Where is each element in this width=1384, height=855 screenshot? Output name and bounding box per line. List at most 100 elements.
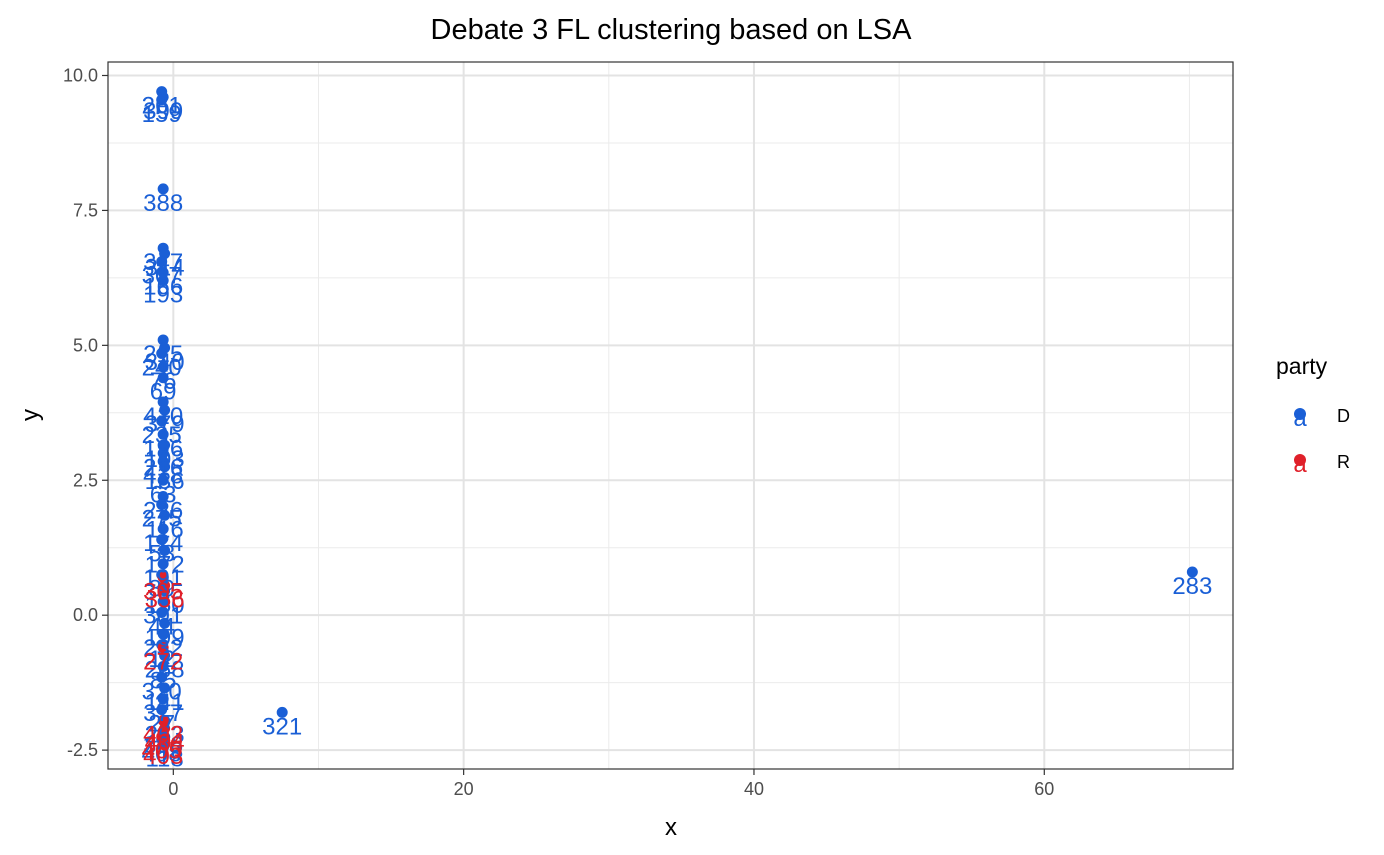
data-point-d — [156, 415, 168, 427]
y-axis: -2.5 0.0 2.5 5.0 7.5 10.0 — [63, 65, 108, 760]
y-tick-label: 5.0 — [73, 335, 98, 355]
point-label-d: 321 — [262, 713, 302, 740]
point-label-r: 404 — [145, 730, 185, 757]
point-label-d: 69 — [150, 379, 177, 406]
point-label-d: 12 — [148, 646, 175, 673]
data-point-d — [157, 447, 169, 459]
data-point-d — [157, 372, 169, 384]
point-label-r: 356 — [145, 587, 185, 614]
point-label-d: 118 — [145, 746, 183, 773]
data-point-d — [157, 275, 169, 287]
point-label-d: 379 — [145, 411, 185, 438]
data-point-d — [157, 523, 169, 535]
data-point-r — [157, 714, 169, 726]
data-point-d — [157, 361, 169, 373]
data-point-d — [156, 94, 168, 106]
legend-title: party — [1276, 353, 1328, 379]
data-point-d — [159, 461, 171, 473]
x-tick-label: 60 — [1034, 779, 1054, 799]
data-point-d — [156, 534, 168, 546]
data-point-d — [276, 706, 288, 718]
x-axis: 0 20 40 60 — [168, 769, 1054, 799]
point-label-d: 268 — [145, 657, 185, 684]
point-label-d: 89 — [148, 576, 175, 603]
data-point-d — [159, 404, 171, 416]
data-point-d — [159, 509, 171, 521]
data-point-d — [1186, 566, 1198, 578]
data-point-d — [156, 671, 168, 683]
legend-key-r-glyph: a — [1293, 451, 1307, 478]
point-label-d: 150 — [145, 592, 185, 619]
point-label-d: 124 — [143, 530, 183, 557]
data-point-r — [159, 580, 171, 592]
point-label-d: 340 — [145, 349, 185, 376]
point-label-d: 191 — [143, 565, 183, 592]
point-label-d: 275 — [142, 506, 182, 533]
legend-entry-d: a D — [1293, 405, 1350, 432]
point-label-d: 103 — [145, 446, 185, 473]
data-point-d — [157, 660, 169, 672]
data-point-d — [159, 544, 171, 556]
point-label-d: 320 — [142, 678, 182, 705]
point-label-d: 253 — [145, 721, 185, 748]
data-point-d — [159, 682, 171, 694]
data-point-d — [156, 499, 168, 511]
y-tick-label: 2.5 — [73, 470, 98, 490]
y-tick-label: 7.5 — [73, 200, 98, 220]
chart-title: Debate 3 FL clustering based on LSA — [431, 14, 913, 46]
point-label-d: 226 — [143, 497, 183, 524]
data-point-d — [157, 474, 169, 486]
y-tick-label: 0.0 — [73, 605, 98, 625]
point-label-d: 366 — [143, 732, 183, 759]
data-point-d — [157, 183, 169, 195]
legend-entry-r: a R — [1293, 451, 1350, 478]
point-label-r: 402 — [143, 721, 183, 748]
data-point-d — [157, 266, 169, 278]
point-label-d: 377 — [143, 700, 183, 727]
plot-panel — [108, 62, 1233, 769]
data-point-d — [157, 628, 169, 640]
x-tick-label: 20 — [454, 779, 474, 799]
points-layer — [156, 86, 1198, 751]
data-point-d — [156, 347, 168, 359]
point-label-d: 166 — [143, 273, 183, 300]
point-label-d: 307 — [142, 263, 182, 290]
x-tick-label: 40 — [744, 779, 764, 799]
point-label-d: 44 — [148, 613, 175, 640]
y-tick-label: -2.5 — [67, 740, 98, 760]
data-point-d — [156, 704, 168, 716]
point-label-d: 283 — [1172, 573, 1212, 600]
point-label-d: 408 — [142, 740, 182, 767]
data-point-d — [157, 396, 169, 408]
point-label-d: 193 — [143, 282, 183, 309]
grid-major — [108, 62, 1233, 769]
legend-key-d-glyph: a — [1293, 405, 1307, 432]
plot-border — [107, 61, 1234, 770]
x-axis-title: x — [665, 814, 677, 841]
point-label-d: 418 — [143, 462, 183, 489]
point-label-d: 27 — [148, 711, 175, 738]
point-label-d: 63 — [150, 481, 177, 508]
data-point-d — [157, 334, 169, 346]
point-label-d: 388 — [143, 190, 183, 217]
point-label-r: 272 — [143, 649, 183, 676]
point-label-d: 216 — [143, 454, 183, 481]
point-label-d: 159 — [142, 101, 182, 128]
data-point-d — [157, 558, 169, 570]
point-label-d: 235 — [142, 422, 182, 449]
point-label-d: 232 — [143, 635, 183, 662]
point-label-d: 141 — [145, 689, 185, 716]
point-label-d: 136 — [145, 468, 185, 495]
legend-label-d: D — [1337, 406, 1350, 426]
data-point-d — [157, 693, 169, 705]
data-point-r — [157, 571, 169, 583]
y-tick-label: 10.0 — [63, 65, 98, 85]
legend-key-r-point — [1294, 454, 1306, 466]
point-label-d: 58 — [148, 541, 175, 568]
point-label-d: 199 — [145, 624, 185, 651]
point-label-r: 405 — [142, 738, 182, 765]
grid-minor — [108, 62, 1233, 769]
point-label-d: 116 — [145, 516, 183, 543]
